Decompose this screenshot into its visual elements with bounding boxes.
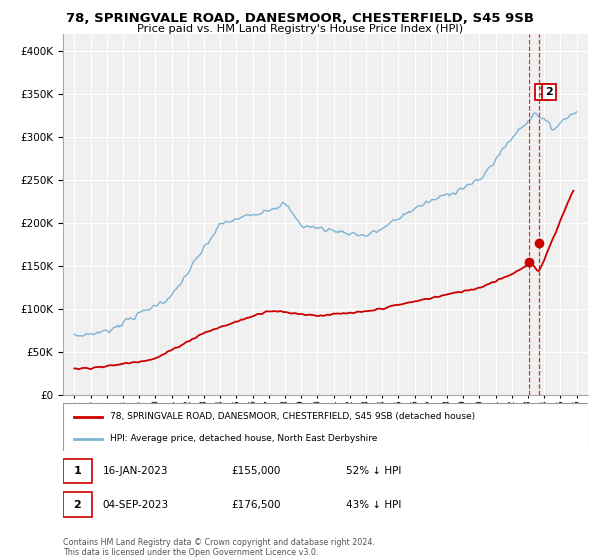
FancyBboxPatch shape bbox=[63, 459, 92, 483]
Text: 78, SPRINGVALE ROAD, DANESMOOR, CHESTERFIELD, S45 9SB (detached house): 78, SPRINGVALE ROAD, DANESMOOR, CHESTERF… bbox=[110, 412, 475, 421]
Text: Price paid vs. HM Land Registry's House Price Index (HPI): Price paid vs. HM Land Registry's House … bbox=[137, 24, 463, 34]
Text: £155,000: £155,000 bbox=[231, 466, 280, 476]
Text: 52% ↓ HPI: 52% ↓ HPI bbox=[347, 466, 402, 476]
Text: 2: 2 bbox=[545, 87, 553, 97]
Text: 1: 1 bbox=[73, 466, 81, 476]
FancyBboxPatch shape bbox=[63, 403, 588, 451]
Text: Contains HM Land Registry data © Crown copyright and database right 2024.
This d: Contains HM Land Registry data © Crown c… bbox=[63, 538, 375, 557]
Text: 1: 1 bbox=[538, 87, 546, 97]
Text: 43% ↓ HPI: 43% ↓ HPI bbox=[347, 500, 402, 510]
Text: 2: 2 bbox=[73, 500, 81, 510]
Text: 16-JAN-2023: 16-JAN-2023 bbox=[103, 466, 168, 476]
Text: HPI: Average price, detached house, North East Derbyshire: HPI: Average price, detached house, Nort… bbox=[110, 435, 377, 444]
Text: 78, SPRINGVALE ROAD, DANESMOOR, CHESTERFIELD, S45 9SB: 78, SPRINGVALE ROAD, DANESMOOR, CHESTERF… bbox=[66, 12, 534, 25]
FancyBboxPatch shape bbox=[63, 492, 92, 517]
Text: 04-SEP-2023: 04-SEP-2023 bbox=[103, 500, 169, 510]
Text: £176,500: £176,500 bbox=[231, 500, 281, 510]
